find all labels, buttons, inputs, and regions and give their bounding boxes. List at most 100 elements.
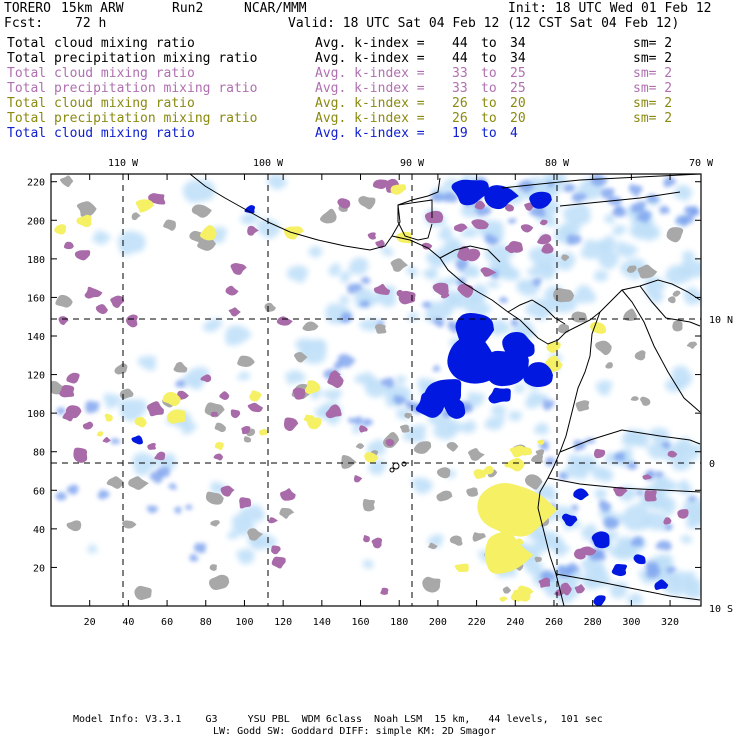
legend-from: 26 (452, 96, 468, 111)
mid-blue-cloud (584, 438, 596, 444)
yellow-cloud (306, 417, 322, 430)
x-tick-label: 80 (200, 617, 212, 628)
gray-cloud (374, 323, 387, 334)
purple-cloud (200, 374, 212, 383)
purple-cloud (247, 402, 264, 413)
mid-blue-cloud (484, 234, 499, 246)
yellow-cloud (520, 447, 532, 456)
x-tick-label: 40 (122, 617, 134, 628)
light-blue-cloud (87, 544, 98, 554)
gray-cloud (446, 442, 459, 452)
light-blue-cloud (225, 325, 253, 346)
mid-blue-cloud (571, 504, 579, 511)
gray-cloud (399, 424, 410, 433)
init-time: Init: 18 UTC Wed 01 Feb 12 (508, 1, 712, 16)
light-blue-cloud (673, 184, 693, 202)
yellow-cloud (499, 596, 508, 602)
purple-cloud (73, 447, 88, 463)
mid-blue-cloud (110, 438, 121, 445)
light-blue-cloud (484, 416, 506, 431)
gray-cloud (672, 320, 683, 332)
light-blue-cloud (644, 276, 667, 296)
deep-blue-cloud (443, 398, 466, 419)
purple-cloud (421, 242, 433, 250)
deep-blue-cloud (484, 185, 519, 210)
deep-blue-cloud (562, 513, 578, 527)
deep-blue-cloud (633, 554, 646, 565)
cloud-yellow (54, 184, 607, 602)
mid-blue-cloud (666, 566, 678, 574)
purple-cloud (84, 286, 103, 299)
mid-blue-cloud (510, 318, 518, 327)
mid-blue-cloud (545, 457, 556, 467)
gray-cloud (55, 294, 73, 308)
gray-cloud (534, 556, 542, 563)
gray-cloud (666, 227, 684, 243)
model-resolution: 15km ARW (61, 1, 124, 16)
gray-cloud (561, 254, 570, 262)
gray-cloud (404, 412, 413, 419)
light-blue-cloud (595, 380, 613, 396)
purple-cloud (63, 241, 74, 250)
light-blue-cloud (181, 420, 198, 435)
deep-blue-cloud (591, 531, 610, 549)
light-blue-cloud (284, 370, 307, 385)
light-blue-cloud (466, 391, 485, 408)
purple-cloud (359, 425, 368, 433)
deep-blue-cloud (573, 488, 589, 501)
purple-cloud (283, 417, 299, 432)
mid-blue-cloud (613, 452, 626, 461)
light-blue-cloud (612, 225, 627, 236)
gray-cloud (553, 288, 575, 303)
gray-cloud (264, 302, 276, 312)
gray-cloud (637, 264, 658, 279)
x-tick-label: 120 (274, 617, 292, 628)
purple-cloud (453, 223, 468, 232)
mid-blue-cloud (97, 489, 110, 500)
deep-blue-cloud (611, 563, 628, 577)
deep-blue-cloud (593, 595, 606, 606)
light-blue-cloud (308, 246, 323, 258)
legend-field: Total precipitation mixing ratio (7, 51, 258, 66)
purple-cloud (58, 316, 69, 326)
light-blue-cloud (362, 559, 374, 569)
legend-field: Total cloud mixing ratio (7, 96, 195, 111)
light-blue-cloud (489, 319, 511, 336)
light-blue-cloud (449, 289, 481, 309)
gray-cloud (371, 450, 379, 456)
gray-cloud (319, 208, 337, 224)
mid-blue-cloud (339, 312, 353, 324)
gray-cloud (630, 396, 639, 401)
gray-cloud (634, 350, 646, 361)
gray-cloud (131, 212, 141, 221)
mid-blue-cloud (380, 377, 395, 388)
mid-blue-cloud (55, 491, 68, 501)
mid-blue-cloud (630, 201, 647, 214)
mid-blue-cloud (627, 461, 638, 470)
mid-blue-cloud (655, 540, 672, 551)
mid-blue-cloud (628, 184, 643, 197)
forecast-map: 20 40 60 80 100 120 140 160 180 200 220 240 260 280 30… (27, 158, 733, 628)
yellow-cloud (214, 442, 224, 451)
mid-blue-cloud (630, 536, 644, 547)
longitude-label: 100 W (253, 158, 284, 169)
light-blue-cloud (368, 459, 386, 475)
cloud-mid-blue (55, 174, 700, 582)
light-blue-cloud (678, 487, 693, 495)
legend-field: Total cloud mixing ratio (7, 36, 195, 51)
purple-cloud (457, 245, 474, 262)
x-tick-label: 180 (390, 617, 408, 628)
valid-time: Valid: 18 UTC Sat 04 Feb 12 (12 CST Sat … (288, 16, 680, 31)
light-blue-cloud (182, 179, 216, 203)
light-blue-cloud (603, 213, 616, 224)
purple-cloud (520, 224, 534, 233)
legend-to: 20 (510, 96, 526, 111)
legend-to: 34 (510, 36, 526, 51)
yellow-cloud (484, 532, 534, 574)
longitude-label: 70 W (689, 158, 714, 169)
deep-blue-cloud (523, 362, 553, 388)
mid-blue-cloud (590, 174, 609, 187)
light-blue-cloud (322, 389, 342, 402)
legend-row: Total cloud mixing ratio Avg. k-index = 26… (7, 96, 732, 111)
mid-blue-cloud (441, 191, 459, 203)
